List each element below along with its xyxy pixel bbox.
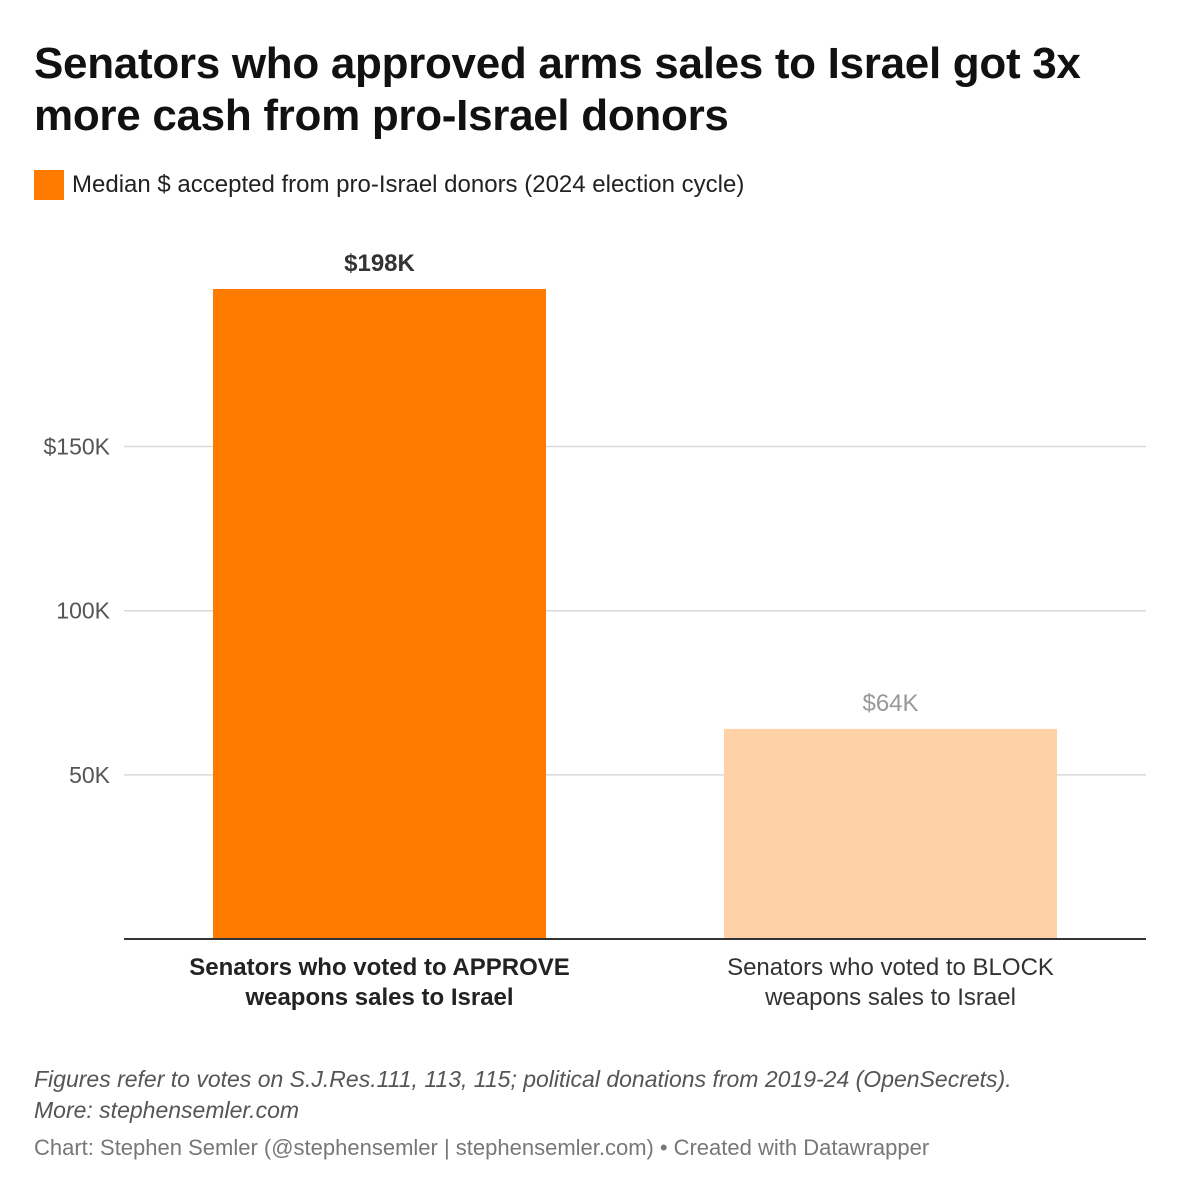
x-tick-label: Senators who voted to BLOCK [727,954,1054,981]
legend-swatch [34,170,64,200]
x-tick-label: weapons sales to Israel [244,984,513,1011]
bar-chart: 50K 100K $150K $198K Senators who voted to A… [43,250,1146,1011]
data-label: $198K [344,250,415,277]
bar [213,288,546,939]
x-tick-label: weapons sales to Israel [764,984,1016,1011]
bar [724,728,1057,939]
notes-line-1: Figures refer to votes on S.J.Res.111, 1… [34,1066,1012,1092]
chart-credit: Chart: Stephen Semler (@stephensemler | … [34,1135,929,1161]
credit-author: Chart: Stephen Semler (@stephensemler | … [34,1135,654,1160]
legend: Median $ accepted from pro-Israel donors… [34,169,744,201]
notes-line-2: More: stephensemler.com [34,1097,300,1123]
credit-separator: • [659,1135,668,1160]
x-tick-label: Senators who voted to APPROVE [189,954,570,981]
y-tick-label: $150K [43,434,110,460]
y-tick-label: 50K [69,762,111,788]
credit-tool: Created with Datawrapper [673,1135,930,1160]
y-tick-label: 100K [56,598,110,624]
data-label: $64K [862,690,918,717]
chart-title: Senators who approved arms sales to Isra… [34,39,1081,140]
chart-notes: Figures refer to votes on S.J.Res.111, 1… [34,1064,1154,1126]
legend-label: Median $ accepted from pro-Israel donors… [72,171,745,198]
